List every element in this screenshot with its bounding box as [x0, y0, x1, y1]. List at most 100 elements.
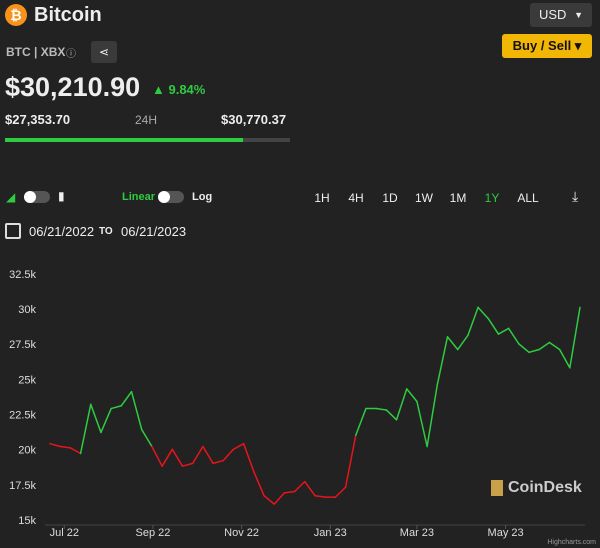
title: Bitcoin — [34, 4, 102, 26]
price-line-segment — [375, 407, 388, 411]
toggle-knob — [158, 191, 170, 203]
price-line-segment — [110, 404, 123, 410]
price-line-segment — [202, 445, 214, 465]
currency-select[interactable]: USD ▼ — [530, 3, 592, 27]
price: $30,210.90 — [5, 72, 141, 102]
price-line-segment — [405, 388, 418, 403]
price-line-segment — [548, 341, 561, 351]
price-line-segment — [100, 407, 112, 434]
linear-label[interactable]: Linear — [122, 191, 156, 203]
date-to[interactable]: 06/21/2023 — [121, 224, 187, 239]
x-tick-label: Jul 22 — [50, 527, 79, 539]
price-line-segment — [151, 445, 163, 467]
price-line-segment — [130, 390, 143, 431]
range-button[interactable]: 1W — [415, 191, 433, 205]
price-line-segment — [487, 317, 500, 335]
watermark-logo — [491, 480, 503, 496]
price-line-segment — [120, 390, 133, 407]
price-line-segment — [140, 428, 153, 448]
y-tick-label: 17.5k — [9, 480, 36, 492]
share-button[interactable]: ⋖ — [91, 41, 117, 63]
price-line-segment — [293, 480, 306, 493]
chart-toggle[interactable] — [24, 191, 50, 203]
date-from[interactable]: 06/21/2022 — [29, 224, 95, 239]
price-line-segment — [569, 306, 581, 369]
x-tick-label: Mar 23 — [400, 527, 434, 539]
price-line-segment — [212, 459, 225, 465]
y-tick-label: 32.5k — [9, 269, 36, 281]
x-tick-label: Sep 22 — [136, 527, 171, 539]
price-line-segment — [59, 445, 72, 449]
log-label[interactable]: Log — [192, 191, 213, 203]
high: $30,770.37 — [221, 112, 287, 127]
range-bar — [5, 138, 290, 142]
price-line-segment — [518, 343, 530, 354]
scale-toggle[interactable] — [158, 191, 184, 203]
price-line-segment — [263, 494, 275, 505]
change: ▲ 9.84% — [152, 82, 206, 97]
price-line-segment — [232, 442, 245, 451]
btc-icon: ₿ — [5, 4, 27, 26]
y-tick-label: 20k — [18, 445, 36, 457]
price-line-segment — [283, 490, 296, 494]
price-line-segment — [538, 341, 551, 351]
price-line-segment — [416, 400, 428, 448]
price-line-segment — [456, 334, 469, 351]
toggle-knob — [24, 191, 36, 203]
price-line-segment — [181, 462, 194, 467]
x-tick-label: Jan 23 — [314, 527, 347, 539]
price-line-segment — [497, 327, 510, 335]
price-line-segment — [528, 348, 540, 354]
range-button[interactable]: 4H — [348, 191, 364, 205]
price-line-segment — [69, 447, 82, 455]
price-line-segment — [79, 403, 92, 455]
price-line-segment — [426, 383, 439, 448]
credit: Highcharts.com — [547, 539, 596, 546]
price-line-segment — [436, 336, 449, 386]
period: 24H — [135, 113, 158, 127]
price-line-segment — [314, 494, 326, 498]
price-line-segment — [558, 348, 571, 369]
price-line-segment — [477, 306, 490, 320]
price-line-segment — [90, 403, 102, 434]
low: $27,353.70 — [5, 112, 71, 127]
price-line-segment — [344, 434, 357, 489]
price-line-segment — [49, 442, 61, 448]
range-button[interactable]: 1Y — [484, 191, 500, 205]
price-line-segment — [253, 471, 265, 497]
range-fill — [5, 138, 244, 142]
download-icon[interactable]: ⤓ — [572, 188, 579, 204]
pair: BTC | XBX — [6, 45, 66, 59]
info-icon[interactable]: ⓘ — [66, 49, 76, 60]
price-line-segment — [161, 448, 174, 467]
change-value: 9.84% — [168, 82, 206, 97]
price-line-segment — [304, 480, 316, 497]
area-icon[interactable]: ◢ — [6, 190, 16, 204]
range-button[interactable]: 1M — [449, 191, 467, 205]
range-button[interactable]: ALL — [517, 191, 539, 205]
price-line-segment — [395, 388, 408, 421]
range-button[interactable]: 1H — [314, 191, 330, 205]
date-to-word: TO — [99, 226, 113, 237]
x-tick-label: May 23 — [488, 527, 524, 539]
price-line-segment — [242, 442, 255, 473]
price-line-segment — [191, 445, 204, 465]
currency: USD — [539, 7, 567, 22]
bar-icon[interactable]: ▮ — [58, 189, 65, 203]
price-line-segment — [171, 448, 184, 467]
buy-sell-button[interactable]: Buy / Sell ▾ — [502, 34, 592, 58]
price-line-segment — [222, 448, 235, 462]
price-line-segment — [507, 327, 520, 345]
range-button[interactable]: 1D — [382, 191, 398, 205]
y-tick-label: 25k — [18, 374, 36, 386]
buy-sell-label: Buy / Sell — [512, 38, 572, 53]
price-line-segment — [467, 306, 479, 337]
price-line-segment — [334, 486, 347, 498]
price-line-segment — [446, 336, 459, 351]
calendar-icon[interactable] — [5, 223, 21, 239]
price-line-segment — [355, 407, 367, 437]
x-tick-label: Nov 22 — [224, 527, 259, 539]
watermark: CoinDesk — [508, 479, 582, 496]
